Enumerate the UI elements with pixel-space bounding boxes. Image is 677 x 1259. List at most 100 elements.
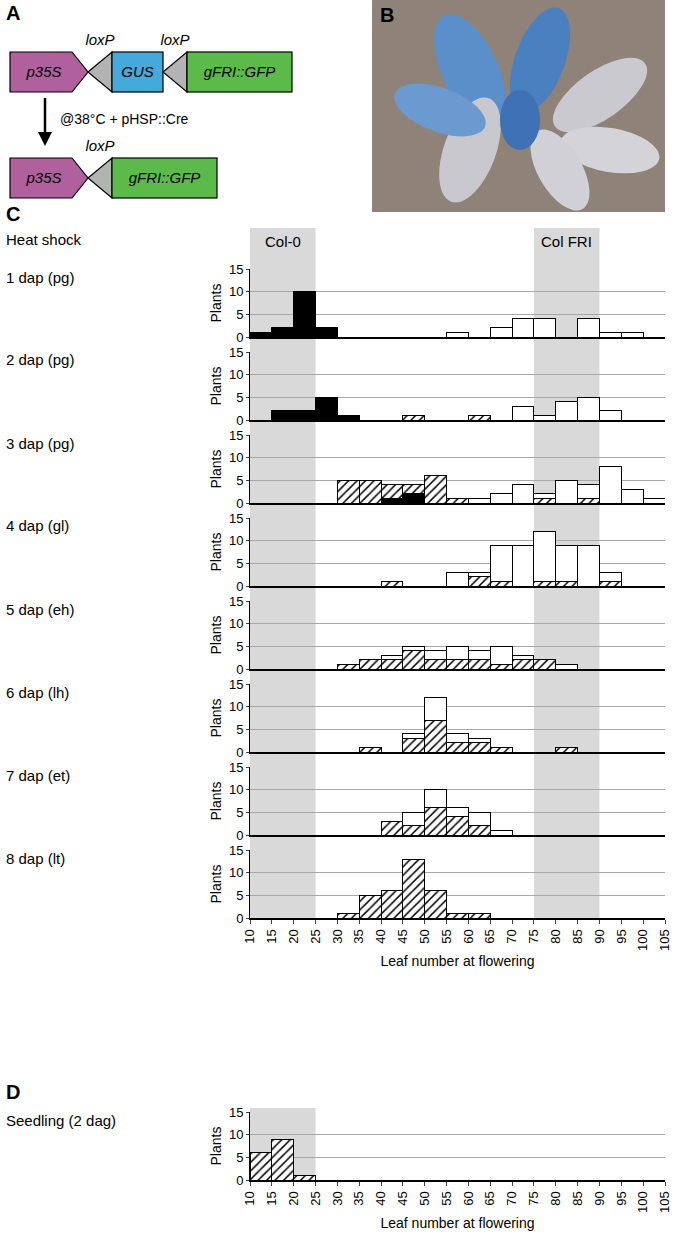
svg-text:90: 90 (592, 929, 607, 943)
svg-text:10: 10 (229, 865, 243, 880)
svg-text:6 dap (lh): 6 dap (lh) (6, 684, 69, 701)
svg-text:15: 15 (229, 677, 243, 692)
svg-text:50: 50 (417, 929, 432, 943)
svg-text:45: 45 (395, 929, 410, 943)
svg-text:100: 100 (635, 1191, 650, 1213)
svg-text:Heat shock: Heat shock (6, 231, 82, 248)
svg-text:Plants: Plants (208, 616, 224, 655)
svg-text:10: 10 (229, 533, 243, 548)
svg-text:gFRI::GFP: gFRI::GFP (129, 169, 201, 186)
svg-text:p35S: p35S (25, 169, 61, 186)
svg-text:5 dap (eh): 5 dap (eh) (6, 601, 74, 618)
svg-text:105: 105 (657, 1191, 672, 1213)
svg-text:85: 85 (570, 1191, 585, 1205)
svg-text:gFRI::GFP: gFRI::GFP (204, 63, 276, 80)
svg-text:7 dap (et): 7 dap (et) (6, 767, 70, 784)
svg-text:55: 55 (439, 929, 454, 943)
svg-text:Plants: Plants (208, 367, 224, 406)
svg-text:65: 65 (482, 929, 497, 943)
svg-text:0: 0 (236, 662, 243, 677)
svg-text:0: 0 (236, 828, 243, 843)
svg-text:60: 60 (461, 929, 476, 943)
svg-text:Seedling (2 dag): Seedling (2 dag) (6, 1112, 116, 1129)
svg-text:Col-0: Col-0 (265, 233, 301, 250)
svg-text:20: 20 (286, 1191, 301, 1205)
svg-text:40: 40 (373, 1191, 388, 1205)
svg-text:10: 10 (242, 1191, 257, 1205)
svg-text:5: 5 (236, 888, 243, 903)
svg-text:D: D (6, 1081, 20, 1103)
svg-text:80: 80 (548, 1191, 563, 1205)
svg-text:75: 75 (526, 929, 541, 943)
svg-text:10: 10 (229, 616, 243, 631)
svg-text:15: 15 (229, 594, 243, 609)
svg-text:10: 10 (229, 782, 243, 797)
svg-text:5: 5 (236, 390, 243, 405)
svg-text:15: 15 (229, 760, 243, 775)
svg-text:15: 15 (229, 262, 243, 277)
svg-text:40: 40 (373, 929, 388, 943)
svg-text:Plants: Plants (208, 699, 224, 738)
svg-text:5: 5 (236, 307, 243, 322)
svg-text:15: 15 (264, 929, 279, 943)
svg-text:85: 85 (570, 929, 585, 943)
svg-text:75: 75 (526, 1191, 541, 1205)
svg-text:10: 10 (229, 1127, 243, 1142)
svg-text:Plants: Plants (208, 1127, 224, 1166)
svg-text:GUS: GUS (121, 63, 154, 80)
svg-text:4 dap (gl): 4 dap (gl) (6, 517, 69, 534)
svg-text:Plants: Plants (208, 782, 224, 821)
svg-text:5: 5 (236, 722, 243, 737)
svg-text:35: 35 (351, 929, 366, 943)
svg-text:5: 5 (236, 1150, 243, 1165)
svg-text:30: 30 (330, 929, 345, 943)
svg-text:10: 10 (229, 450, 243, 465)
svg-text:0: 0 (236, 911, 243, 926)
svg-text:3 dap (pg): 3 dap (pg) (6, 435, 74, 452)
svg-text:95: 95 (614, 929, 629, 943)
svg-text:A: A (6, 2, 20, 24)
svg-text:15: 15 (229, 345, 243, 360)
svg-text:65: 65 (482, 1191, 497, 1205)
svg-text:0: 0 (236, 496, 243, 511)
svg-text:Plants: Plants (208, 533, 224, 572)
svg-text:25: 25 (308, 1191, 323, 1205)
svg-text:loxP: loxP (160, 31, 189, 48)
svg-text:0: 0 (236, 745, 243, 760)
svg-text:Plants: Plants (208, 284, 224, 323)
svg-text:25: 25 (308, 929, 323, 943)
svg-text:8 dap (lt): 8 dap (lt) (6, 850, 65, 867)
svg-text:5: 5 (236, 473, 243, 488)
svg-text:B: B (380, 4, 394, 26)
svg-text:70: 70 (504, 929, 519, 943)
svg-text:loxP: loxP (85, 31, 114, 48)
svg-text:90: 90 (592, 1191, 607, 1205)
svg-text:45: 45 (395, 1191, 410, 1205)
svg-text:5: 5 (236, 805, 243, 820)
svg-text:1 dap (pg): 1 dap (pg) (6, 269, 74, 286)
svg-text:Leaf number at flowering: Leaf number at flowering (380, 953, 534, 969)
svg-text:5: 5 (236, 556, 243, 571)
svg-text:20: 20 (286, 929, 301, 943)
svg-text:p35S: p35S (25, 63, 61, 80)
svg-text:Plants: Plants (208, 450, 224, 489)
svg-text:15: 15 (229, 1105, 243, 1120)
svg-text:10: 10 (229, 284, 243, 299)
svg-text:@38°C + pHSP::Cre: @38°C + pHSP::Cre (60, 111, 189, 127)
svg-text:10: 10 (229, 367, 243, 382)
svg-text:95: 95 (614, 1191, 629, 1205)
svg-text:35: 35 (351, 1191, 366, 1205)
svg-text:55: 55 (439, 1191, 454, 1205)
svg-text:105: 105 (657, 929, 672, 951)
svg-text:10: 10 (242, 929, 257, 943)
svg-text:Plants: Plants (208, 865, 224, 904)
svg-text:70: 70 (504, 1191, 519, 1205)
svg-text:C: C (6, 203, 20, 225)
svg-text:Leaf number at flowering: Leaf number at flowering (380, 1215, 534, 1231)
svg-text:15: 15 (229, 428, 243, 443)
svg-text:60: 60 (461, 1191, 476, 1205)
svg-text:0: 0 (236, 330, 243, 345)
svg-text:0: 0 (236, 1173, 243, 1188)
svg-text:15: 15 (229, 511, 243, 526)
svg-text:15: 15 (264, 1191, 279, 1205)
